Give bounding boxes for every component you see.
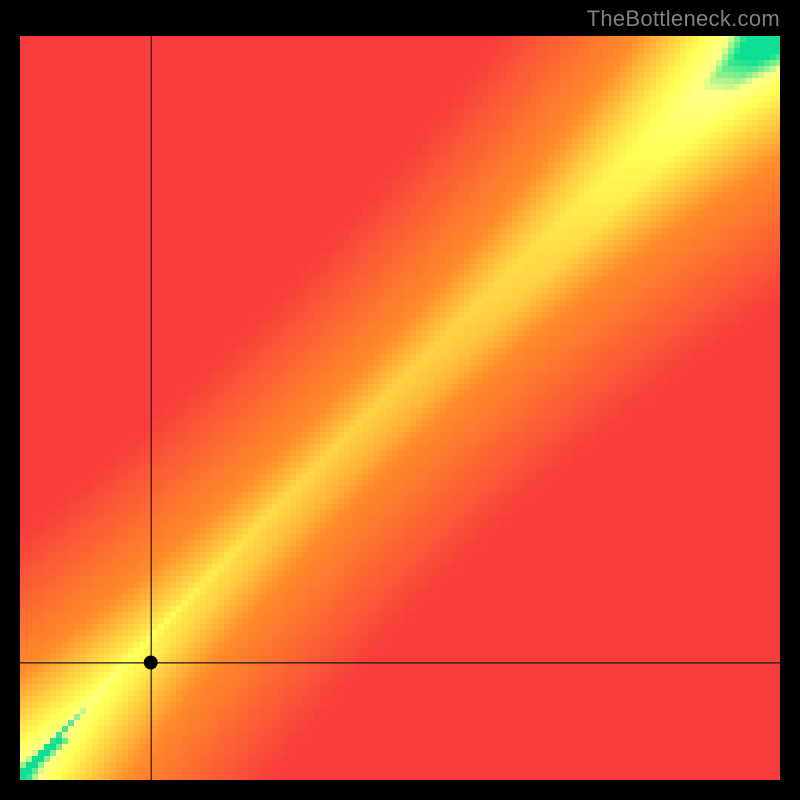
heatmap-canvas [20,36,780,780]
heatmap-plot [20,36,780,780]
attribution-text: TheBottleneck.com [587,6,780,32]
